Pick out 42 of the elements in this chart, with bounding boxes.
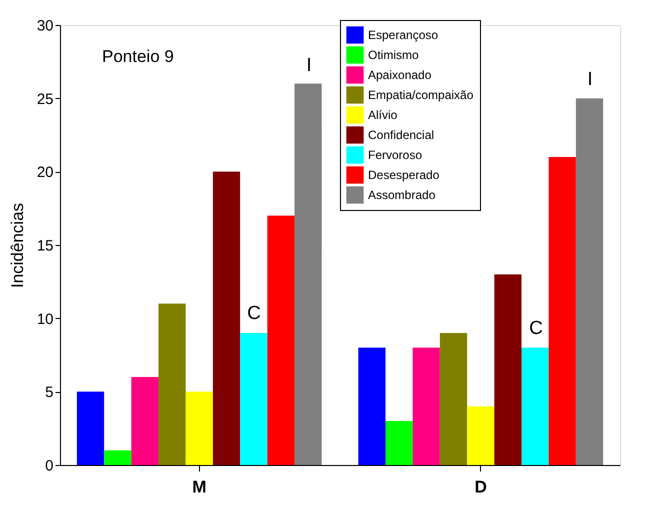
- bar: [240, 333, 268, 465]
- bar: [76, 392, 104, 465]
- annotation: C: [247, 303, 261, 324]
- bar: [548, 157, 576, 465]
- annotation: C: [529, 318, 543, 339]
- bar: [131, 377, 158, 465]
- y-tick-label: 25: [36, 90, 54, 108]
- y-tick-label: 0: [45, 458, 54, 474]
- legend-label: Alívio: [368, 108, 398, 122]
- legend-label: Desesperado: [368, 168, 440, 182]
- legend-label: Empatia/compaixão: [368, 88, 474, 102]
- bar: [440, 333, 468, 465]
- bar: [385, 421, 413, 465]
- bar: [494, 274, 522, 465]
- bar: [294, 84, 322, 465]
- bar: [158, 304, 186, 465]
- bar: [467, 406, 494, 465]
- bar: [522, 348, 549, 465]
- bar: [358, 348, 386, 465]
- annotation: Ponteio 9: [102, 47, 174, 66]
- y-tick-label: 15: [36, 238, 54, 254]
- y-axis-title: Incidências: [8, 202, 27, 288]
- legend-label: Confidencial: [368, 128, 434, 142]
- legend-label: Otimismo: [368, 48, 419, 62]
- bar: [412, 348, 440, 465]
- annotation: I: [587, 69, 593, 90]
- y-tick-label: 30: [36, 18, 54, 34]
- bar: [212, 172, 240, 465]
- bar: [576, 98, 604, 465]
- x-tick-label: M: [192, 478, 206, 496]
- bar: [267, 216, 295, 465]
- legend-label: Apaixonado: [368, 68, 432, 82]
- annotation: I: [306, 55, 312, 76]
- y-tick-label: 5: [45, 384, 54, 402]
- legend-label: Fervoroso: [368, 148, 422, 162]
- x-tick-label: D: [474, 478, 487, 496]
- legend-label: Assombrado: [368, 188, 436, 202]
- y-tick-label: 10: [36, 310, 54, 328]
- y-tick-label: 20: [36, 164, 54, 182]
- bar: [186, 392, 213, 465]
- bar: [104, 450, 132, 465]
- legend-label: Esperançoso: [368, 28, 438, 42]
